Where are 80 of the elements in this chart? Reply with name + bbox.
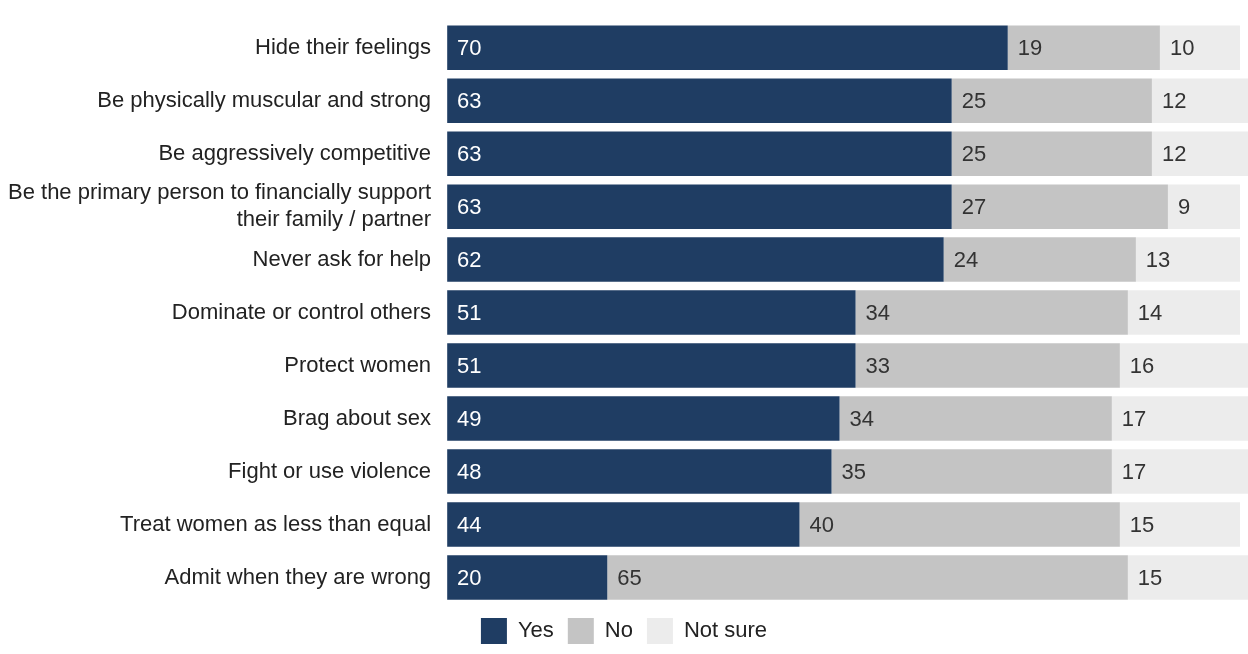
bar xyxy=(1127,555,1248,600)
y-tick-label: Be physically muscular and strong xyxy=(97,86,432,112)
data-label: 51 xyxy=(457,299,482,325)
bar xyxy=(447,502,800,547)
bar xyxy=(1127,290,1240,335)
y-tick-label: Brag about sex xyxy=(283,404,432,430)
data-label: 34 xyxy=(849,405,875,431)
bar xyxy=(447,131,952,176)
bar xyxy=(447,237,944,282)
data-label: 63 xyxy=(457,87,482,113)
bar xyxy=(799,502,1120,547)
y-tick-label: Be the primary person to financially support their family / partner xyxy=(7,179,432,231)
data-label: 27 xyxy=(961,193,987,219)
data-label: 48 xyxy=(457,458,482,484)
bar xyxy=(951,131,1152,176)
y-tick-label: Hide their feelings xyxy=(254,33,432,59)
bar xyxy=(447,290,856,335)
bar xyxy=(447,25,1008,70)
data-label: 14 xyxy=(1137,299,1163,325)
bar xyxy=(855,343,1120,388)
y-tick-label: Treat women as less than equal xyxy=(120,510,432,536)
data-label: 15 xyxy=(1137,564,1163,590)
data-label: 49 xyxy=(457,405,482,431)
data-label: 34 xyxy=(865,299,891,325)
data-label: 63 xyxy=(457,193,482,219)
y-tick-label: Never ask for help xyxy=(252,245,432,271)
data-label: 25 xyxy=(961,140,987,166)
data-label: 17 xyxy=(1121,458,1147,484)
data-label: 9 xyxy=(1177,193,1191,219)
data-label: 35 xyxy=(841,458,867,484)
data-label: 44 xyxy=(457,511,482,537)
legend-label: Yes xyxy=(517,617,554,643)
data-label: 12 xyxy=(1161,140,1187,166)
legend-label: Not sure xyxy=(683,617,768,643)
data-label: 25 xyxy=(961,87,987,113)
y-tick-label: Admit when they are wrong xyxy=(164,563,432,589)
bar xyxy=(831,449,1112,494)
data-label: 13 xyxy=(1145,246,1171,272)
bar xyxy=(1111,449,1248,494)
bar xyxy=(839,396,1112,441)
bar xyxy=(447,396,840,441)
bar xyxy=(1151,78,1248,123)
data-label: 51 xyxy=(457,352,482,378)
bar xyxy=(1151,131,1248,176)
data-label: 70 xyxy=(457,34,482,60)
bar xyxy=(951,184,1168,229)
data-label: 63 xyxy=(457,140,482,166)
data-label: 62 xyxy=(457,246,482,272)
data-label: 16 xyxy=(1129,352,1155,378)
legend-label: No xyxy=(604,617,633,643)
data-label: 15 xyxy=(1129,511,1155,537)
bar xyxy=(447,78,952,123)
data-label: 40 xyxy=(809,511,834,537)
y-tick-label: Dominate or control others xyxy=(171,298,432,324)
y-tick-label: Fight or use violence xyxy=(228,457,432,483)
data-label: 19 xyxy=(1017,34,1043,60)
y-tick-label: Be aggressively competitive xyxy=(158,139,432,165)
bar xyxy=(447,343,856,388)
bar xyxy=(447,555,608,600)
bar xyxy=(1111,396,1248,441)
data-label: 24 xyxy=(953,246,979,272)
bar xyxy=(951,78,1152,123)
bar xyxy=(943,237,1136,282)
bar xyxy=(1159,25,1240,70)
data-label: 33 xyxy=(865,352,891,378)
bar xyxy=(855,290,1128,335)
data-label: 65 xyxy=(617,564,642,590)
bar xyxy=(607,555,1128,600)
bar xyxy=(447,184,952,229)
bar xyxy=(447,449,832,494)
bar xyxy=(1007,25,1160,70)
bar xyxy=(1119,502,1240,547)
bar xyxy=(1135,237,1240,282)
y-tick-label: Protect women xyxy=(284,351,432,377)
bar xyxy=(1119,343,1248,388)
data-label: 12 xyxy=(1161,87,1187,113)
data-label: 20 xyxy=(457,564,482,590)
data-label: 10 xyxy=(1169,34,1195,60)
data-label: 17 xyxy=(1121,405,1147,431)
bar xyxy=(1167,184,1240,229)
